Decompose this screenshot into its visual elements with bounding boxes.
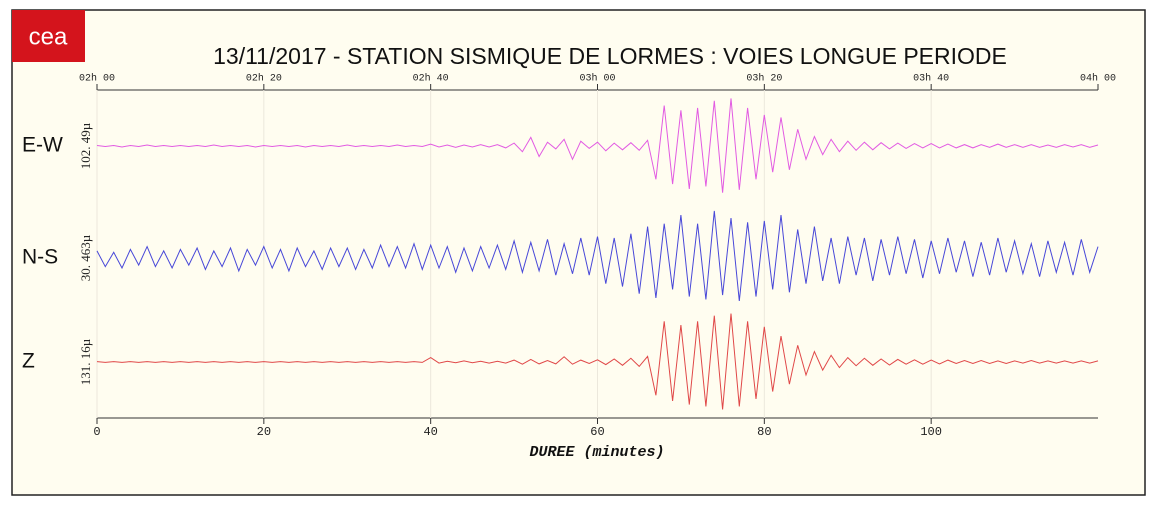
trace bbox=[96, 210, 1099, 301]
scale-label: 102. 49µ bbox=[78, 122, 93, 169]
x2-tick-label: 04h 00 bbox=[1080, 73, 1116, 85]
trace bbox=[96, 313, 1099, 410]
x2-tick-label: 02h 00 bbox=[79, 73, 115, 85]
x2-tick-label: 02h 20 bbox=[246, 73, 282, 85]
logo: cea bbox=[29, 23, 68, 50]
x-tick-label: 0 bbox=[93, 425, 100, 439]
scale-label: 131. 16µ bbox=[78, 338, 93, 385]
logo-box bbox=[12, 10, 85, 62]
x2-tick-label: 03h 40 bbox=[913, 73, 949, 85]
scale-label: 30. 463µ bbox=[78, 234, 93, 281]
channel-label: Z bbox=[22, 350, 35, 373]
trace bbox=[96, 98, 1099, 193]
x2-tick-label: 03h 00 bbox=[579, 73, 615, 85]
frame bbox=[11, 9, 1146, 496]
x-tick-label: 20 bbox=[257, 425, 271, 439]
channel-label: N-S bbox=[22, 246, 58, 269]
x-tick-label: 100 bbox=[920, 425, 942, 439]
x2-tick-label: 03h 20 bbox=[746, 73, 782, 85]
channel-label: E-W bbox=[22, 134, 63, 157]
x2-tick-label: 02h 40 bbox=[413, 73, 449, 85]
x-tick-label: 40 bbox=[423, 425, 437, 439]
x-tick-label: 60 bbox=[590, 425, 604, 439]
x-tick-label: 80 bbox=[757, 425, 771, 439]
x-axis-label: DUREE (minutes) bbox=[529, 444, 664, 461]
chart-title: 13/11/2017 - STATION SISMIQUE DE LORMES … bbox=[213, 43, 1007, 69]
